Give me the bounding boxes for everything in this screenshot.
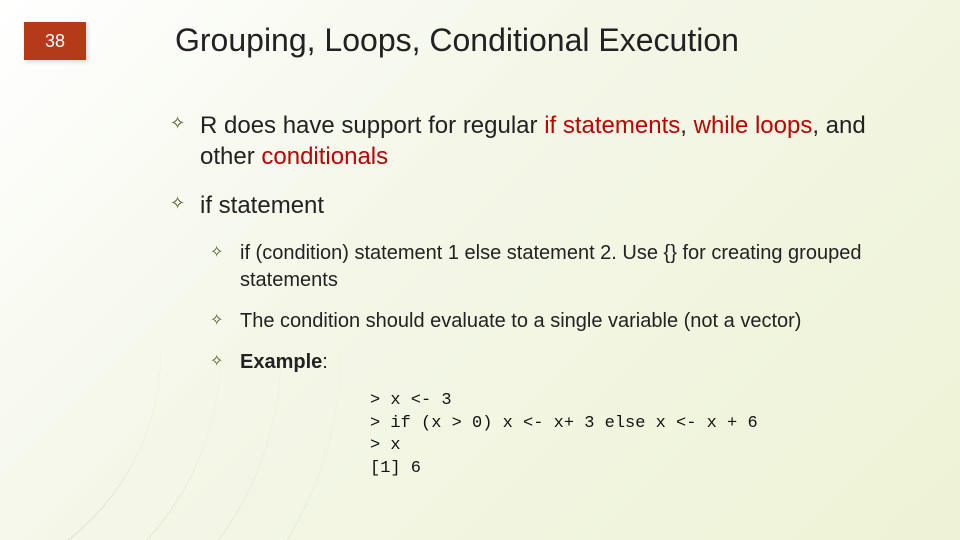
code-block: > x <- 3 > if (x > 0) x <- x+ 3 else x <…: [370, 390, 910, 482]
text-run: R does have support for regular: [200, 112, 544, 139]
highlight-text: if statements: [544, 112, 680, 139]
page-number-badge: 38: [24, 22, 86, 60]
slide-content: R does have support for regular if state…: [170, 110, 910, 481]
slide-title: Grouping, Loops, Conditional Execution: [175, 22, 739, 59]
highlight-text: conditionals: [261, 143, 388, 170]
bullet-level2: The condition should evaluate to a singl…: [210, 308, 910, 335]
bullet-level2: if (condition) statement 1 else statemen…: [210, 240, 910, 294]
example-label: Example: [240, 351, 322, 373]
bullet-level2: Example:: [210, 349, 910, 376]
text-run: :: [322, 351, 328, 373]
highlight-text: while loops: [694, 112, 813, 139]
page-number: 38: [45, 31, 65, 52]
bullet-level1: if statement: [170, 190, 910, 221]
text-run: ,: [680, 112, 693, 139]
slide: 38 Grouping, Loops, Conditional Executio…: [0, 0, 960, 540]
bullet-level1: R does have support for regular if state…: [170, 110, 910, 172]
